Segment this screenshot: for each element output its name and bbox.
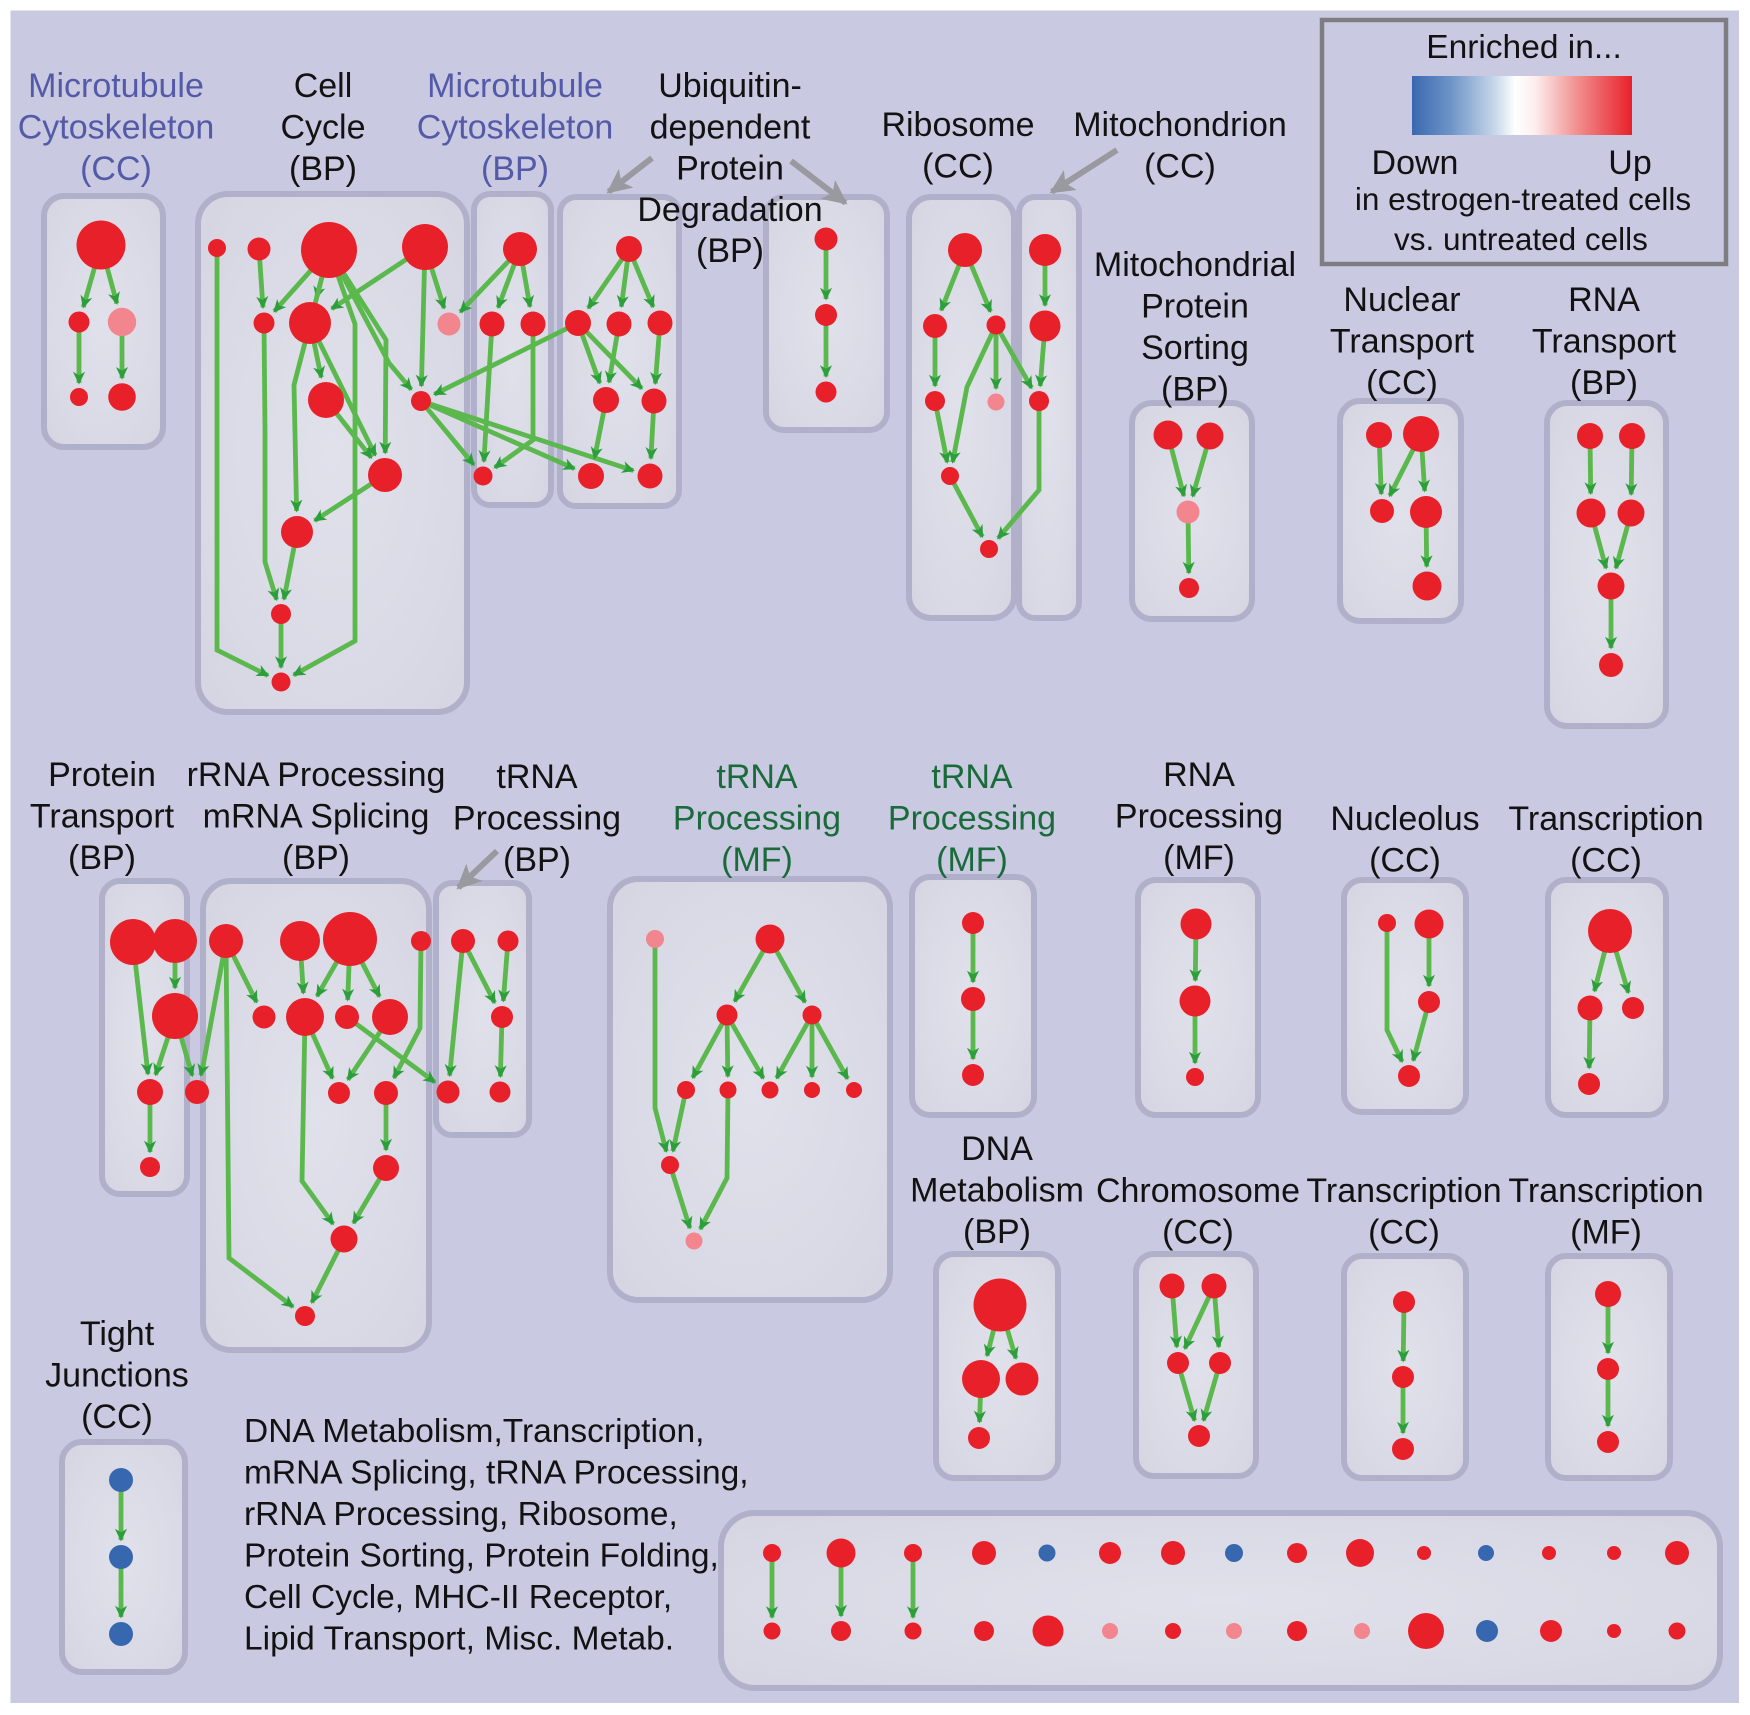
svg-text:mRNA Splicing: mRNA Splicing (203, 798, 430, 836)
svg-text:Nuclear: Nuclear (1343, 281, 1460, 319)
svg-text:(BP): (BP) (1161, 371, 1229, 409)
svg-text:(CC): (CC) (81, 1398, 153, 1436)
svg-text:Cycle: Cycle (280, 109, 365, 147)
svg-text:Transcription: Transcription (1508, 1172, 1703, 1210)
svg-text:Protein: Protein (1141, 288, 1249, 326)
svg-text:Tight: Tight (80, 1315, 155, 1353)
svg-text:(BP): (BP) (282, 839, 350, 877)
svg-text:(MF): (MF) (1163, 839, 1235, 877)
svg-text:Mitochondrial: Mitochondrial (1094, 246, 1296, 284)
svg-text:Protein: Protein (676, 150, 784, 188)
svg-text:Processing: Processing (1115, 798, 1283, 836)
svg-text:Transcription: Transcription (1306, 1172, 1501, 1210)
svg-text:(CC): (CC) (1369, 842, 1441, 880)
svg-text:Cell: Cell (294, 67, 353, 105)
svg-text:in estrogen-treated cells: in estrogen-treated cells (1355, 181, 1691, 217)
svg-text:rRNA Processing, Ribosome,: rRNA Processing, Ribosome, (244, 1496, 678, 1533)
svg-text:vs. untreated cells: vs. untreated cells (1394, 221, 1648, 257)
svg-text:tRNA: tRNA (496, 758, 578, 796)
svg-text:(BP): (BP) (68, 839, 136, 877)
svg-text:DNA: DNA (961, 1130, 1033, 1168)
svg-text:Ribosome: Ribosome (881, 106, 1034, 144)
svg-text:Up: Up (1608, 144, 1651, 182)
svg-text:tRNA: tRNA (716, 758, 798, 796)
svg-text:Microtubule: Microtubule (427, 67, 603, 105)
svg-text:Cytoskeleton: Cytoskeleton (18, 109, 215, 147)
svg-text:rRNA Processing: rRNA Processing (187, 756, 446, 794)
svg-text:RNA: RNA (1568, 281, 1640, 319)
svg-text:Protein Sorting, Protein Foldi: Protein Sorting, Protein Folding, (244, 1538, 719, 1575)
svg-text:(CC): (CC) (1368, 1214, 1440, 1252)
svg-text:(BP): (BP) (1570, 364, 1638, 402)
svg-text:(BP): (BP) (503, 841, 571, 879)
svg-text:Microtubule: Microtubule (28, 67, 204, 105)
svg-text:(CC): (CC) (1570, 842, 1642, 880)
svg-text:Transport: Transport (1330, 323, 1475, 361)
svg-text:Metabolism: Metabolism (910, 1172, 1084, 1210)
svg-text:dependent: dependent (650, 108, 811, 146)
svg-text:Ubiquitin-: Ubiquitin- (658, 67, 802, 105)
svg-text:(CC): (CC) (1366, 364, 1438, 402)
svg-text:Junctions: Junctions (45, 1357, 189, 1395)
svg-text:(BP): (BP) (696, 232, 764, 270)
svg-text:Enriched in...: Enriched in... (1426, 29, 1622, 66)
svg-text:Transport: Transport (1532, 323, 1677, 361)
svg-text:Lipid Transport, Misc. Metab.: Lipid Transport, Misc. Metab. (244, 1621, 674, 1658)
svg-text:Processing: Processing (673, 800, 841, 838)
svg-text:Transport: Transport (30, 798, 175, 836)
svg-text:Protein: Protein (48, 756, 156, 794)
svg-text:Degradation: Degradation (637, 191, 822, 229)
svg-text:Processing: Processing (453, 800, 621, 838)
svg-text:(BP): (BP) (289, 150, 357, 188)
svg-text:Down: Down (1372, 144, 1459, 182)
svg-text:(MF): (MF) (721, 841, 793, 879)
svg-text:(MF): (MF) (1570, 1214, 1642, 1252)
svg-text:(CC): (CC) (1144, 148, 1216, 186)
svg-text:(BP): (BP) (963, 1213, 1031, 1251)
svg-text:Cytoskeleton: Cytoskeleton (417, 109, 614, 147)
svg-text:Cell Cycle, MHC-II Receptor,: Cell Cycle, MHC-II Receptor, (244, 1579, 672, 1616)
svg-text:Chromosome: Chromosome (1096, 1172, 1300, 1210)
svg-text:(CC): (CC) (80, 150, 152, 188)
svg-text:tRNA: tRNA (931, 758, 1013, 796)
svg-text:Processing: Processing (888, 800, 1056, 838)
svg-text:DNA Metabolism,Transcription,: DNA Metabolism,Transcription, (244, 1413, 704, 1450)
svg-text:(CC): (CC) (1162, 1214, 1234, 1252)
svg-text:(BP): (BP) (481, 150, 549, 188)
svg-text:(CC): (CC) (922, 148, 994, 186)
svg-text:Sorting: Sorting (1141, 329, 1249, 367)
svg-text:Transcription: Transcription (1508, 800, 1703, 838)
svg-text:Mitochondrion: Mitochondrion (1073, 106, 1287, 144)
svg-text:(MF): (MF) (936, 841, 1008, 879)
svg-text:mRNA Splicing, tRNA Processing: mRNA Splicing, tRNA Processing, (244, 1455, 749, 1492)
svg-text:RNA: RNA (1163, 756, 1235, 794)
svg-text:Nucleolus: Nucleolus (1330, 800, 1479, 838)
